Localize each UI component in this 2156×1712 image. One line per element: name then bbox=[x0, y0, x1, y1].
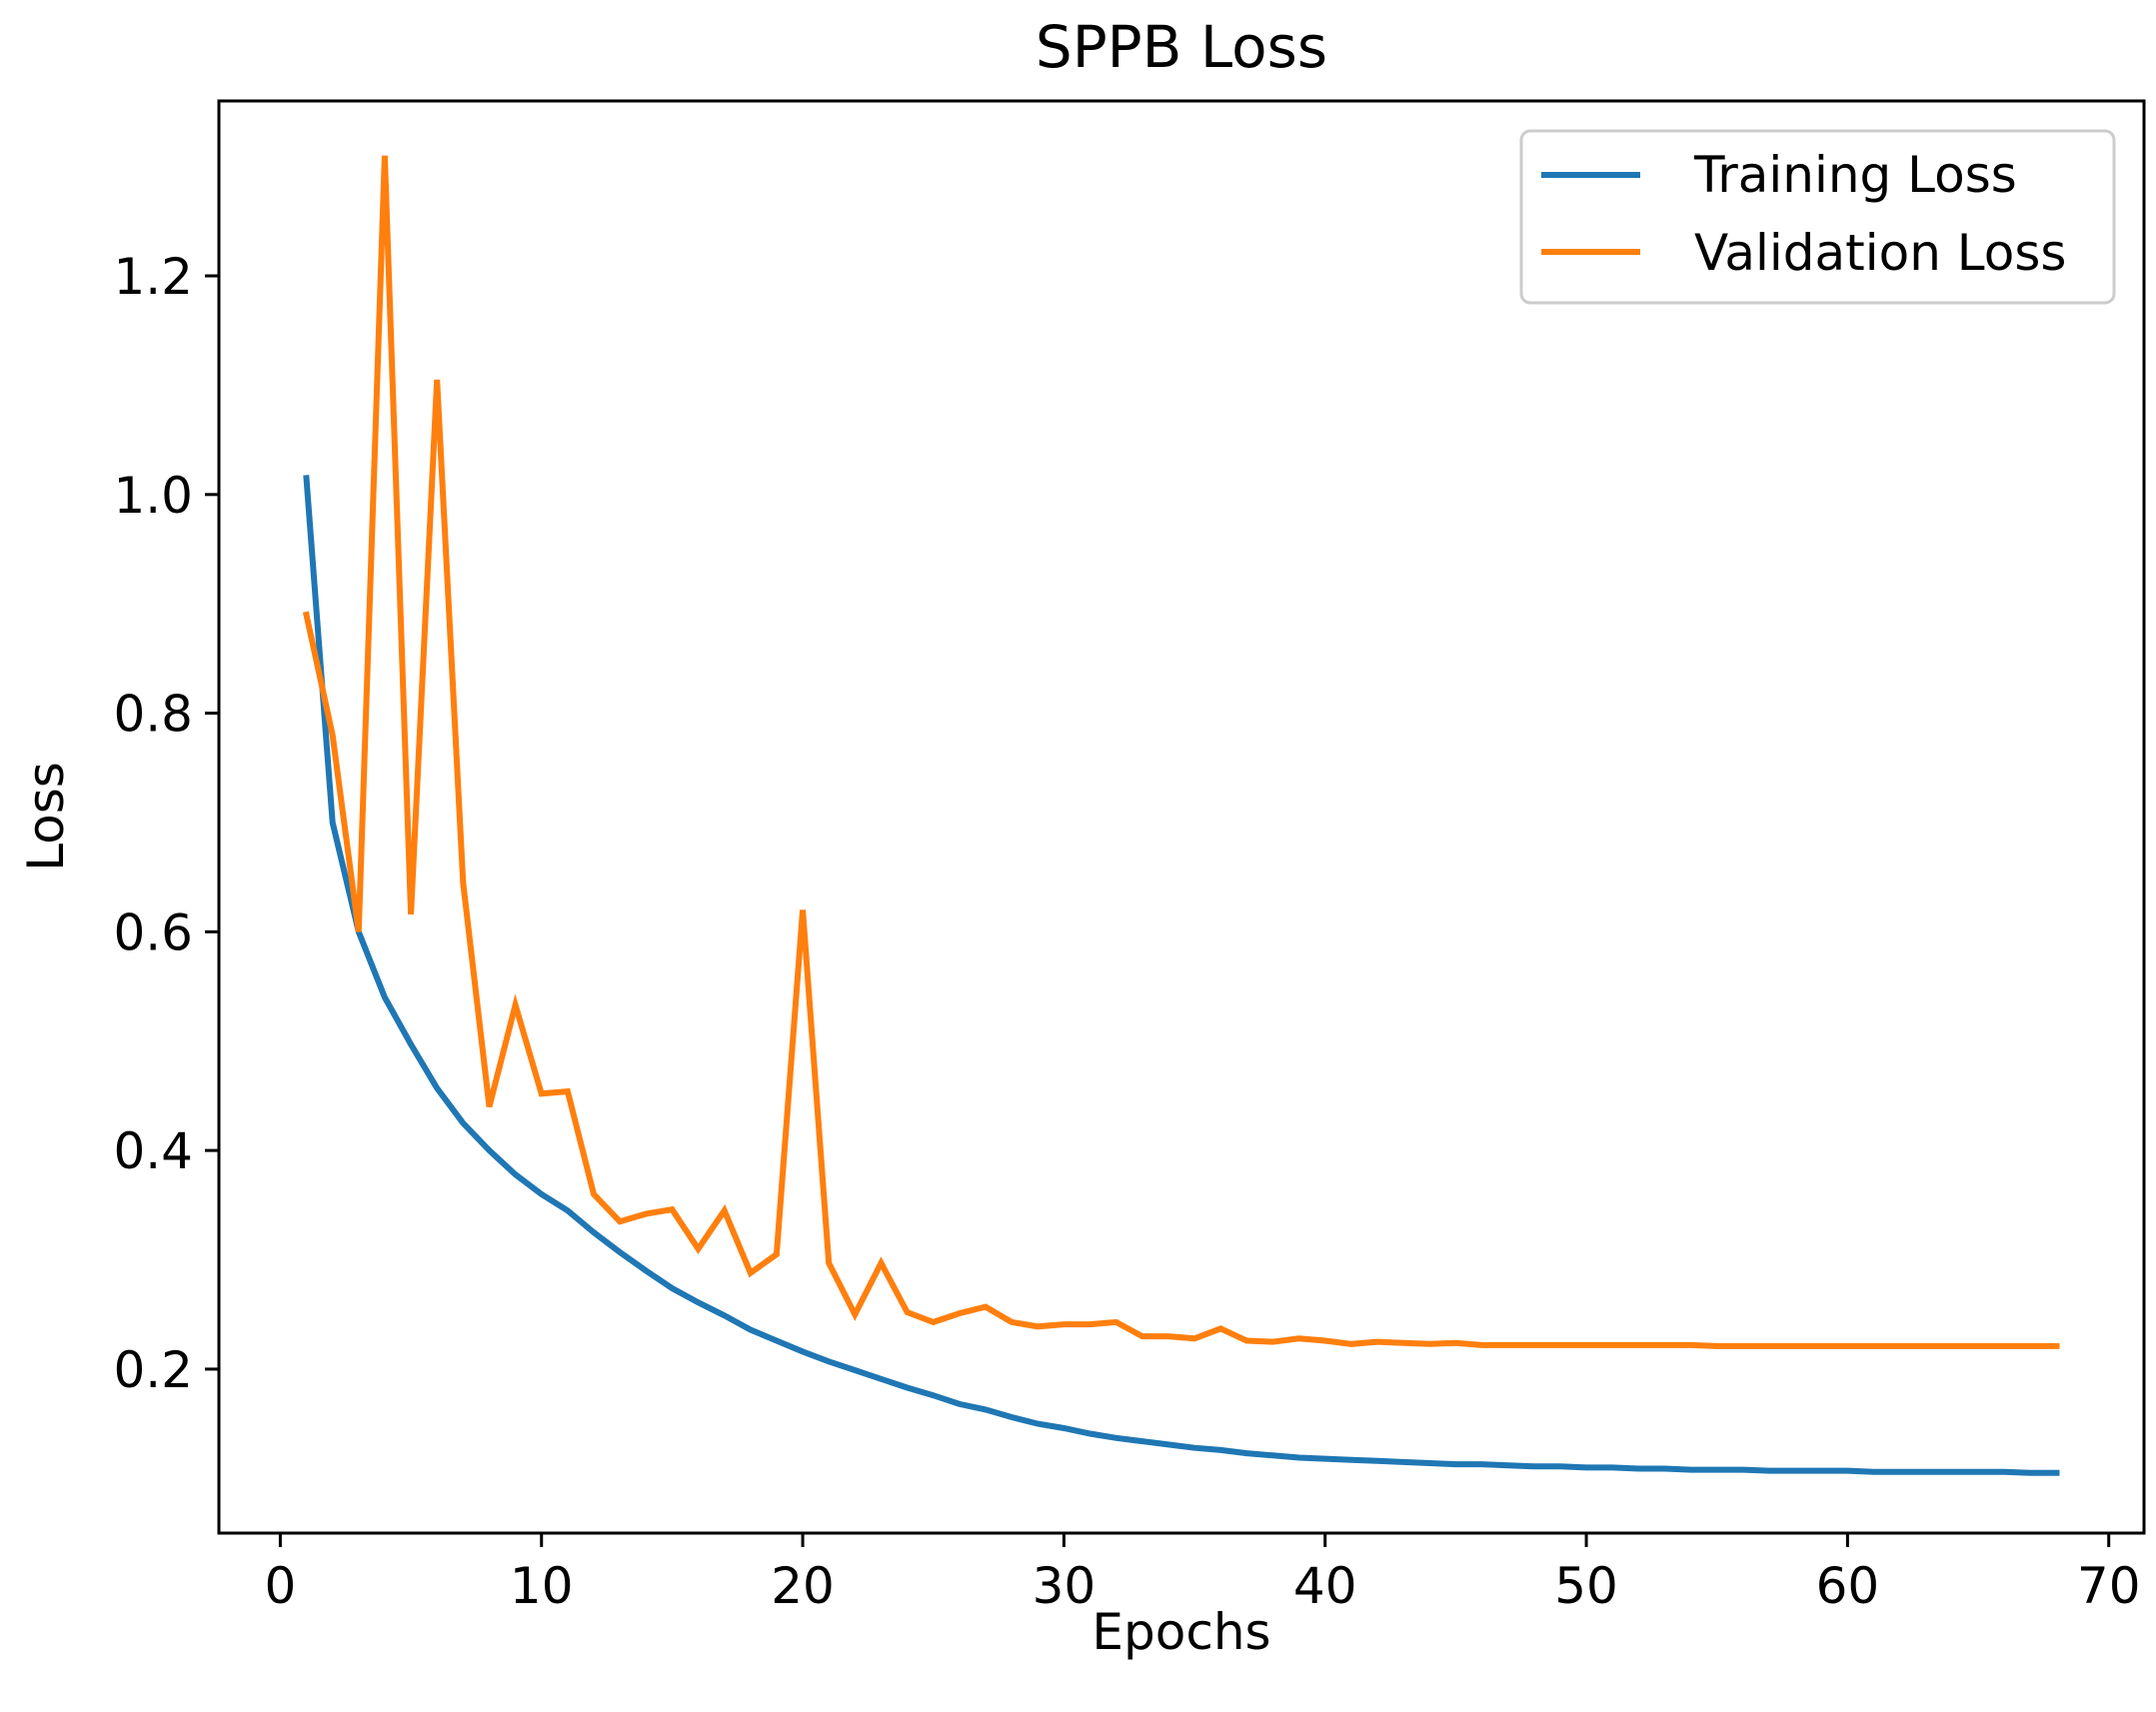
y-axis-ticks: 0.2 0.4 0.6 0.8 1.0 1.2 bbox=[113, 248, 219, 1399]
validation-loss-line bbox=[302, 155, 2060, 1349]
x-tick-label: 10 bbox=[510, 1557, 574, 1615]
x-tick-label: 20 bbox=[771, 1557, 835, 1615]
training-loss-line bbox=[303, 475, 2060, 1476]
y-tick-label: 1.0 bbox=[113, 467, 193, 525]
chart-title: SPPB Loss bbox=[1036, 13, 1327, 81]
legend: Training Loss Validation Loss bbox=[1519, 129, 2116, 305]
plot-area-frame bbox=[217, 99, 2146, 1535]
x-tick-label: 40 bbox=[1293, 1557, 1357, 1615]
y-axis-label: Loss bbox=[17, 762, 75, 871]
x-axis-label: Epochs bbox=[1091, 1603, 1270, 1661]
legend-label-training: Training Loss bbox=[1693, 146, 2017, 204]
x-tick-label: 60 bbox=[1816, 1557, 1880, 1615]
series-layer bbox=[302, 155, 2060, 1476]
legend-label-validation: Validation Loss bbox=[1694, 224, 2066, 282]
y-tick-label: 0.6 bbox=[113, 903, 193, 961]
y-tick-label: 0.4 bbox=[113, 1122, 193, 1180]
x-tick-label: 50 bbox=[1554, 1557, 1618, 1615]
legend-box bbox=[1519, 129, 2116, 305]
y-tick-label: 1.2 bbox=[113, 248, 193, 306]
y-tick-label: 0.8 bbox=[113, 686, 193, 744]
x-tick-label: 30 bbox=[1033, 1557, 1096, 1615]
y-tick-label: 0.2 bbox=[113, 1341, 193, 1399]
x-axis-ticks: 0 10 20 30 40 50 60 70 bbox=[265, 1533, 2141, 1615]
x-tick-label: 0 bbox=[265, 1557, 297, 1615]
x-tick-label: 70 bbox=[2077, 1557, 2141, 1615]
